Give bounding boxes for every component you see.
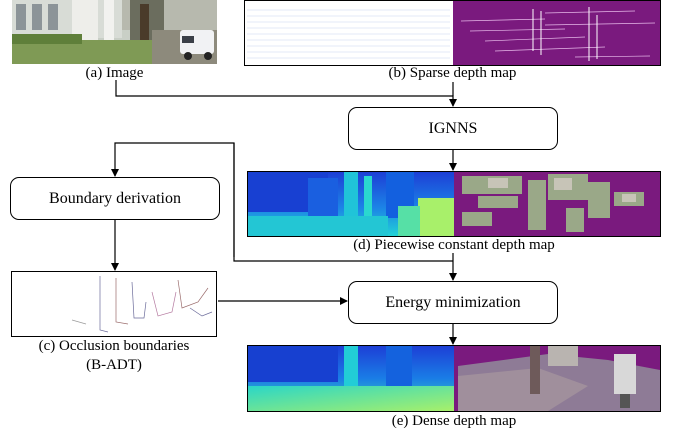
boundary-derivation-label: Boundary derivation [49, 189, 181, 207]
energy-minimization-box: Energy minimization [348, 281, 558, 324]
caption-sparse-depth: (b) Sparse depth map [388, 65, 517, 81]
caption-dense-depth: (e) Dense depth map [391, 413, 517, 429]
occlusion-boundaries-map [11, 271, 217, 337]
caption-occlusion-subtitle: (B-ADT) [86, 357, 142, 373]
input-photo [12, 0, 217, 64]
caption-occlusion-boundaries: (c) Occlusion boundaries [38, 338, 190, 354]
caption-piecewise-depth: (d) Piecewise constant depth map [353, 237, 555, 253]
piecewise-depth-map [247, 171, 661, 237]
ignns-label: IGNNS [428, 119, 478, 137]
caption-image: (a) Image [85, 65, 144, 81]
arrow-image-route-to-energy [233, 143, 453, 262]
boundary-derivation-box: Boundary derivation [10, 177, 220, 220]
arrow-image-to-ignns [115, 80, 457, 107]
sparse-depth-map [244, 0, 661, 66]
arrow-piecewise-to-boundary [111, 142, 235, 257]
dense-depth-map [247, 345, 661, 412]
energy-minimization-label: Energy minimization [385, 293, 521, 311]
ignns-box: IGNNS [348, 107, 558, 150]
